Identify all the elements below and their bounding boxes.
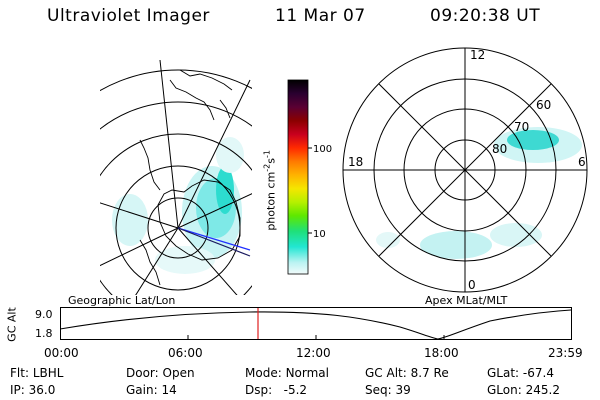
glon-value: 245.2 <box>525 383 560 397</box>
glat-status: GLat: -67.4 <box>487 366 554 380</box>
dsp-value: -5.2 <box>283 383 308 397</box>
gc-alt-status: GC Alt: 8.7 Re <box>365 366 449 380</box>
door-status: Door: Open <box>126 366 195 380</box>
mlt-label-0: 0 <box>468 278 476 292</box>
mlt-label-18: 18 <box>348 155 363 169</box>
door-value: Open <box>162 366 195 380</box>
altitude-ytick-low: 1.8 <box>35 327 53 340</box>
glon-status: GLon: 245.2 <box>487 383 560 397</box>
geographic-label: Geographic Lat/Lon <box>68 294 176 307</box>
dsp-label: Dsp: <box>245 383 273 397</box>
gc-alt-value: 8.7 Re <box>410 366 449 380</box>
geo-coastlines <box>139 69 241 286</box>
observation-time: 09:20:38 UT <box>430 6 541 26</box>
observation-date: 11 Mar 07 <box>275 6 366 26</box>
colorbar-tick-100: 100 <box>313 144 332 155</box>
seq-value: 39 <box>395 383 411 397</box>
apex-label: Apex MLat/MLT <box>425 294 508 307</box>
seq-label: Seq: <box>365 383 392 397</box>
mlt-label-12: 12 <box>470 48 485 62</box>
time-tick-1800: 18:00 <box>424 346 459 360</box>
geo-grid <box>100 59 252 295</box>
gain-label: Gain: <box>126 383 158 397</box>
gain-status: Gain: 14 <box>126 383 177 397</box>
ip-status: IP: 36.0 <box>10 383 55 397</box>
seq-status: Seq: 39 <box>365 383 411 397</box>
mlt-label-6: 6 <box>578 155 586 169</box>
time-tick-0000: 00:00 <box>44 346 79 360</box>
gain-value: 14 <box>161 383 177 397</box>
time-tick-1200: 12:00 <box>296 346 331 360</box>
lat-label-70: 70 <box>514 120 529 134</box>
glon-label: GLon: <box>487 383 522 397</box>
polar-grid <box>342 47 588 293</box>
colorbar-gradient <box>287 79 309 275</box>
altitude-axis-label: GC Alt <box>5 307 19 342</box>
colorbar-unit-exp1: -2 <box>262 163 272 172</box>
geographic-image <box>100 59 252 295</box>
lat-label-80: 80 <box>492 142 507 156</box>
filter-label: Flt: <box>10 366 29 380</box>
mode-label: Mode: <box>245 366 282 380</box>
glat-label: GLat: <box>487 366 520 380</box>
ip-label: IP: <box>10 383 25 397</box>
door-label: Door: <box>126 366 159 380</box>
altitude-plot-frame <box>60 307 572 340</box>
gc-alt-label: GC Alt: <box>365 366 407 380</box>
glat-value: -67.4 <box>522 366 554 380</box>
geo-projection-line <box>177 227 251 257</box>
time-tick-2359: 23:59 <box>548 346 583 360</box>
ip-value: 36.0 <box>28 383 56 397</box>
colorbar-unit-text: photon cm <box>264 171 278 231</box>
geo-projection-line <box>177 227 251 251</box>
filter-status: Flt: LBHL <box>10 366 63 380</box>
colorbar-tick-10: 10 <box>313 229 326 240</box>
dsp-status: Dsp: -5.2 <box>245 383 307 397</box>
mode-status: Mode: Normal <box>245 366 329 380</box>
lat-label-60: 60 <box>536 98 551 112</box>
colorbar-unit-s: s <box>264 157 278 164</box>
polar-aurora-emission <box>376 127 582 259</box>
altitude-curve <box>60 309 572 340</box>
colorbar-unit-label: photon cm-2s-1 <box>263 130 278 250</box>
time-tick-0600: 06:00 <box>168 346 203 360</box>
mode-value: Normal <box>285 366 329 380</box>
altitude-plot <box>60 307 572 340</box>
color-scale: 100 10 <box>287 79 332 275</box>
altitude-ytick-high: 9.0 <box>35 308 53 321</box>
geo-aurora-emission <box>112 137 244 274</box>
apex-polar-plot: 12 18 6 0 60 70 80 <box>342 47 588 293</box>
colorbar-unit-exp2: -1 <box>262 150 272 158</box>
filter-value: LBHL <box>32 366 64 380</box>
instrument-title: Ultraviolet Imager <box>47 6 210 26</box>
